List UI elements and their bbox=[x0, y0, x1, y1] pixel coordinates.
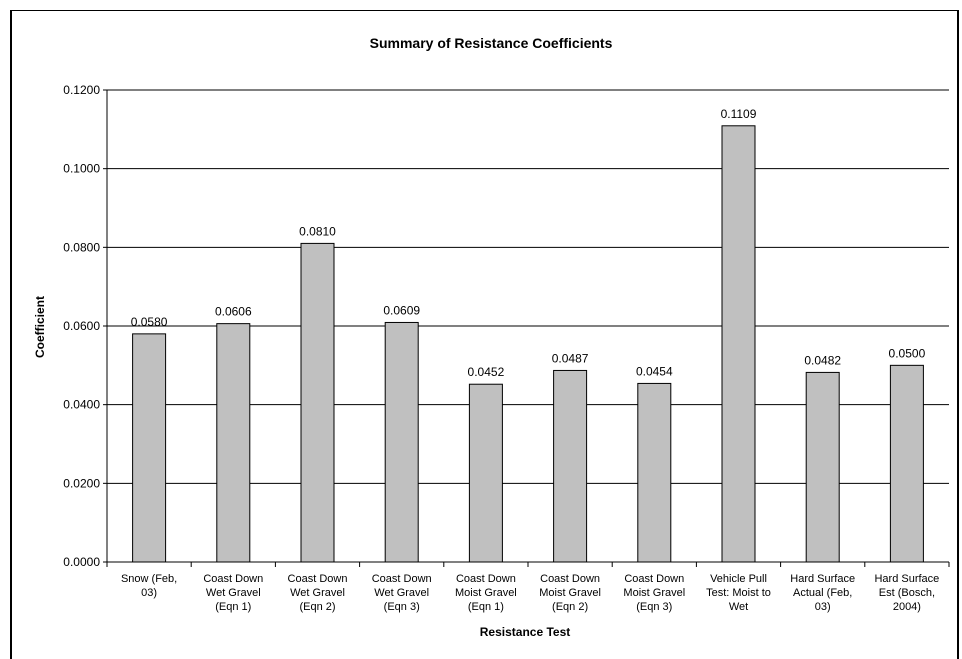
data-label: 0.0810 bbox=[299, 224, 336, 238]
data-label: 0.0609 bbox=[383, 303, 420, 317]
axes bbox=[106, 90, 950, 567]
x-category-label: 03) bbox=[141, 587, 157, 599]
data-label: 0.0580 bbox=[131, 315, 168, 329]
bar bbox=[637, 382, 672, 563]
x-category-label: Wet Gravel bbox=[290, 587, 345, 599]
bar bbox=[889, 364, 924, 563]
y-axis-title: Coefficient bbox=[33, 296, 47, 358]
x-category-label: Moist Gravel bbox=[455, 587, 517, 599]
data-label: 0.0454 bbox=[636, 364, 673, 378]
data-label: 0.0606 bbox=[215, 305, 252, 319]
x-category-label: Snow (Feb, bbox=[121, 573, 177, 585]
y-axis-ticks: 0.0000 0.0200 0.0400 0.0600 0.0800 0.1000 0.12… bbox=[63, 83, 107, 569]
bar bbox=[721, 125, 756, 563]
y-tick-label: 0.0000 bbox=[63, 555, 100, 569]
data-label: 0.0452 bbox=[468, 365, 505, 379]
bar bbox=[553, 369, 588, 563]
x-category-label: Moist Gravel bbox=[623, 587, 685, 599]
data-label: 0.0482 bbox=[804, 353, 841, 367]
bar bbox=[384, 321, 419, 563]
x-category-label: 03) bbox=[815, 601, 831, 613]
x-category-label: Wet Gravel bbox=[206, 587, 261, 599]
data-label: 0.0500 bbox=[889, 346, 926, 360]
x-category-label: Coast Down bbox=[288, 573, 348, 585]
x-category-label: 2004) bbox=[893, 601, 921, 613]
bars bbox=[132, 125, 924, 563]
x-category-label: (Eqn 2) bbox=[552, 601, 588, 613]
chart-title: Summary of Resistance Coefficients bbox=[370, 35, 613, 51]
y-tick-label: 0.1200 bbox=[63, 83, 100, 97]
x-category-label: (Eqn 3) bbox=[636, 601, 672, 613]
bar bbox=[216, 323, 251, 563]
bar bbox=[132, 333, 167, 563]
x-category-label: Hard Surface bbox=[790, 573, 855, 585]
y-tick-label: 0.1000 bbox=[63, 162, 100, 176]
x-axis-categories: Snow (Feb, 03) Coast Down Wet Gravel (Eqn 1)… bbox=[121, 573, 939, 613]
data-label: 0.0487 bbox=[552, 351, 589, 365]
x-category-label: Test: Moist to bbox=[706, 587, 771, 599]
bar bbox=[468, 383, 503, 563]
x-category-label: (Eqn 1) bbox=[215, 601, 251, 613]
y-tick-label: 0.0400 bbox=[63, 398, 100, 412]
y-tick-label: 0.0600 bbox=[63, 319, 100, 333]
bar bbox=[300, 242, 335, 563]
x-category-label: Coast Down bbox=[372, 573, 432, 585]
x-category-label: Actual (Feb, bbox=[793, 587, 852, 599]
x-category-label: Est (Bosch, bbox=[879, 587, 935, 599]
x-category-label: Coast Down bbox=[456, 573, 516, 585]
x-axis-title: Resistance Test bbox=[480, 625, 571, 639]
y-tick-label: 0.0800 bbox=[63, 240, 100, 254]
y-tick-label: 0.0200 bbox=[63, 476, 100, 490]
x-category-label: Coast Down bbox=[540, 573, 600, 585]
chart-border bbox=[10, 10, 959, 659]
x-category-label: (Eqn 1) bbox=[468, 601, 504, 613]
data-label: 0.1109 bbox=[721, 107, 757, 121]
x-category-label: (Eqn 2) bbox=[299, 601, 335, 613]
x-category-label: Wet Gravel bbox=[374, 587, 429, 599]
x-category-label: Coast Down bbox=[203, 573, 263, 585]
bar bbox=[805, 371, 840, 563]
x-category-label: Hard Surface bbox=[874, 573, 939, 585]
x-category-label: Moist Gravel bbox=[539, 587, 601, 599]
x-category-label: (Eqn 3) bbox=[384, 601, 420, 613]
x-category-label: Coast Down bbox=[624, 573, 684, 585]
x-category-label: Vehicle Pull bbox=[710, 573, 767, 585]
x-category-label: Wet bbox=[729, 601, 748, 613]
data-labels: 0.0580 0.0606 0.0810 0.0609 0.0452 0.0487 0.04… bbox=[131, 107, 926, 379]
